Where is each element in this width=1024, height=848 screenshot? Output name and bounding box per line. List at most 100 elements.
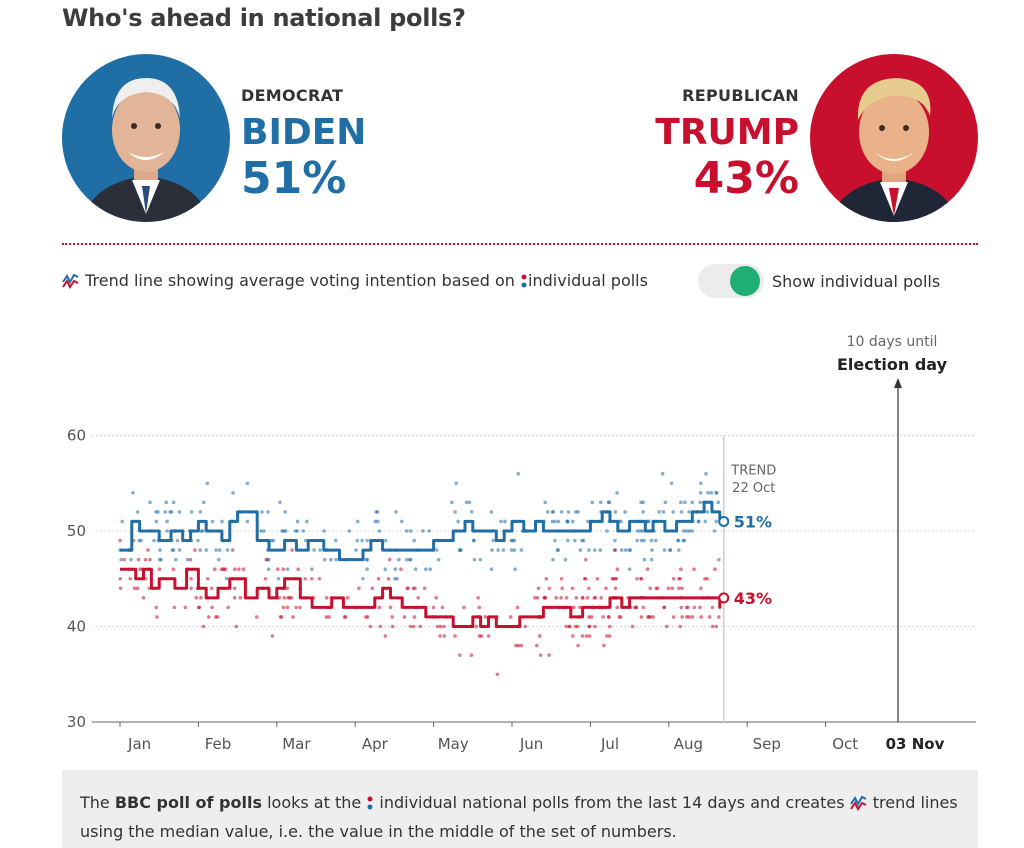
poll-dot (237, 567, 241, 571)
x-tick-label: Jan (127, 735, 151, 753)
poll-dot (635, 576, 639, 581)
poll-dot (387, 557, 392, 562)
poll-dot (277, 596, 282, 600)
poll-dot (175, 538, 180, 543)
poll-dot (434, 596, 438, 600)
trend-date: 22 Oct (732, 481, 775, 496)
poll-dot (413, 586, 417, 591)
poll-dot (129, 557, 133, 562)
poll-dot (276, 576, 281, 581)
poll-dot (464, 500, 469, 505)
poll-dot (152, 538, 156, 543)
trend-line-icon (62, 270, 80, 297)
poll-dot (287, 596, 292, 600)
poll-dot (357, 586, 361, 591)
methodology-note: The BBC poll of polls looks at the indiv… (62, 770, 978, 848)
poll-dot (584, 634, 589, 638)
poll-dot (390, 624, 395, 629)
poll-dot (671, 576, 676, 581)
poll-dot (305, 519, 309, 524)
poll-dot (404, 529, 409, 533)
poll-dot (575, 624, 580, 629)
poll-dot (285, 567, 290, 571)
poll-dot (309, 576, 314, 581)
poll-dot (322, 557, 327, 562)
poll-dot (553, 538, 557, 543)
poll-dot (411, 624, 416, 629)
poll-dot (699, 615, 703, 619)
poll-dot (245, 481, 250, 486)
poll-dot (296, 567, 300, 571)
poll-dot (587, 548, 591, 552)
poll-dot (458, 653, 462, 657)
poll-dot (260, 510, 264, 514)
poll-dot (399, 519, 404, 524)
poll-dot (199, 529, 204, 533)
poll-dot (231, 491, 235, 495)
poll-dot (703, 576, 707, 581)
poll-dot (189, 586, 193, 591)
poll-dot (647, 615, 651, 619)
trend-line-biden (120, 500, 722, 562)
poll-dot (578, 548, 583, 552)
poll-dot (543, 500, 547, 505)
poll-dot (595, 576, 600, 581)
poll-dot (671, 510, 676, 514)
poll-dot (580, 634, 585, 638)
poll-dot (355, 519, 360, 524)
poll-dot (535, 596, 540, 600)
poll-dot (668, 548, 672, 552)
poll-dot (376, 519, 380, 524)
poll-dot (469, 510, 474, 514)
poll-dot (513, 567, 517, 571)
poll-dot (254, 615, 259, 619)
poll-dot (345, 596, 350, 600)
poll-dot (322, 529, 326, 533)
poll-dot (612, 548, 617, 552)
poll-dot (677, 548, 681, 552)
poll-dot (571, 605, 576, 610)
poll-dot (476, 596, 480, 600)
poll-dot (450, 500, 454, 505)
poll-dot (501, 548, 506, 552)
poll-dot (593, 624, 597, 629)
poll-dot (553, 519, 557, 524)
poll-dot (510, 538, 515, 543)
poll-dot (578, 605, 582, 610)
poll-dot (547, 653, 551, 657)
poll-dot (364, 615, 368, 619)
poll-dot (285, 605, 290, 610)
poll-dot (566, 538, 570, 543)
show-polls-toggle[interactable] (698, 264, 764, 298)
poll-dot (605, 529, 609, 533)
toggle-knob[interactable] (730, 266, 760, 296)
poll-dot (393, 567, 398, 571)
x-tick-label: Aug (674, 735, 703, 753)
poll-dot (499, 519, 503, 524)
poll-dot (717, 557, 721, 562)
poll-dot (232, 596, 237, 600)
poll-dot (707, 615, 712, 619)
poll-dot (592, 548, 597, 552)
trend-end-label: 43% (734, 589, 772, 608)
poll-dot (158, 548, 162, 552)
poll-dot (221, 567, 226, 571)
poll-dot (690, 500, 695, 505)
poll-dot (378, 624, 383, 629)
poll-dot (564, 624, 569, 629)
poll-dot (329, 557, 333, 562)
note-text-4: trend lines using the median value, i.e.… (80, 793, 958, 841)
poll-dot (199, 596, 203, 600)
poll-dot (657, 510, 661, 514)
legend-polls-text: individual polls (528, 271, 648, 290)
poll-dot (664, 624, 669, 629)
poll-dot (516, 643, 521, 648)
poll-dot (560, 586, 565, 591)
poll-dot (118, 576, 123, 581)
poll-dot (172, 605, 177, 610)
poll-dot (334, 557, 338, 562)
poll-dot (397, 557, 401, 562)
poll-dot (442, 624, 446, 629)
poll-dot (607, 615, 611, 619)
poll-dot (262, 529, 266, 533)
